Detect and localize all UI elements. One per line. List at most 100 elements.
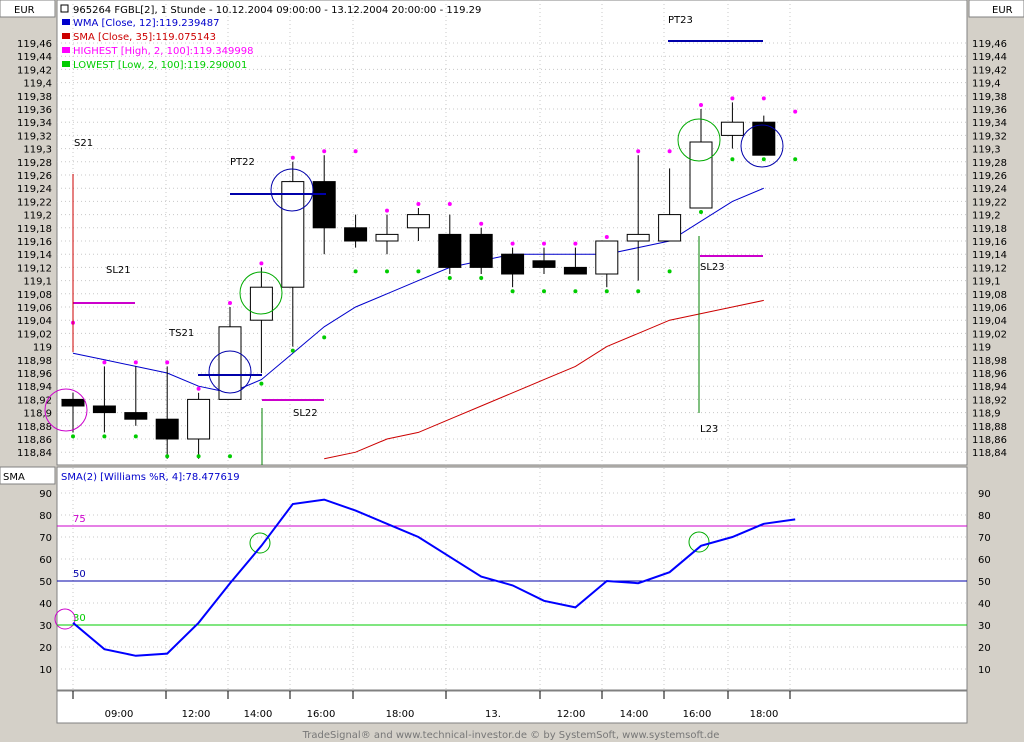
lowest-dot (542, 289, 546, 294)
price-tick-right: 118,88 (972, 422, 1007, 433)
highest-dot (322, 149, 327, 154)
lowest-dot (322, 335, 327, 340)
time-tick-label: 16:00 (307, 709, 336, 720)
price-tick-right: 118,92 (972, 395, 1007, 406)
highest-dot (636, 149, 641, 154)
lowest-dot (730, 157, 735, 162)
price-tick-right: 119,3 (972, 145, 1001, 156)
annotation-pt23: PT23 (668, 15, 693, 26)
highest-dot (259, 261, 264, 266)
legend-swatch-0 (62, 19, 70, 25)
candle-down (124, 412, 148, 420)
left-currency-box (0, 0, 56, 18)
price-tick-left: 119,28 (17, 158, 52, 169)
highest-dot (699, 103, 703, 107)
indicator-tick-left: 40 (39, 599, 52, 610)
candle-up (595, 240, 619, 275)
footer-text: TradeSignal® and www.technical-investor.… (302, 730, 720, 741)
price-tick-right: 119,1 (972, 277, 1001, 288)
lowest-dot (699, 210, 703, 214)
indicator-tick-left: 20 (39, 643, 52, 654)
price-tick-right: 118,96 (972, 369, 1007, 380)
price-tick-left: 118,96 (17, 369, 52, 380)
highest-dot (542, 241, 546, 246)
williams-sma-line (72, 498, 796, 657)
lowest-dot (416, 269, 421, 274)
highest-dot (510, 241, 515, 246)
price-tick-right: 118,94 (972, 382, 1007, 393)
price-tick-left: 119,34 (17, 118, 52, 129)
indicator-name-box (0, 466, 56, 485)
indicator-tick-left: 90 (39, 489, 52, 500)
indicator-level-label: 30 (73, 613, 86, 624)
indicator-layer: 75 50 30 SMA(2) [Williams %R, 4]:78.477619 (57, 472, 967, 657)
indicator-tick-right: 60 (978, 555, 991, 566)
highest-dot (730, 96, 735, 101)
indicator-tick-right: 40 (978, 599, 991, 610)
price-tick-left: 118,88 (17, 422, 52, 433)
price-tick-right: 119,16 (972, 237, 1007, 248)
lowest-dot (385, 269, 389, 274)
right-currency-label: EUR (992, 5, 1013, 16)
signal-circle (270, 168, 314, 212)
price-tick-right: 119,38 (972, 92, 1007, 103)
price-tick-left: 119,4 (23, 79, 52, 90)
candle-down (532, 260, 556, 268)
price-tick-left: 118,9 (23, 409, 52, 420)
price-tick-left: 118,86 (17, 435, 52, 446)
candle-up (375, 233, 399, 242)
candle-down (501, 253, 525, 275)
price-tick-left: 118,94 (17, 382, 52, 393)
signal-circle (239, 271, 283, 315)
lowest-dot (573, 289, 578, 294)
time-tick-label: 14:00 (244, 709, 273, 720)
indicator-name: SMA (3, 472, 25, 483)
right-currency-box (968, 0, 1024, 18)
annotation-sl22: SL22 (293, 408, 318, 419)
lowest-dot (793, 157, 798, 162)
price-tick-right: 119,18 (972, 224, 1007, 235)
highest-dot (353, 149, 358, 154)
highest-dot (385, 208, 389, 213)
indicator-tick-left: 10 (39, 665, 52, 676)
lowest-dot (667, 269, 672, 274)
candle-down (344, 227, 368, 242)
price-tick-right: 119,06 (972, 303, 1007, 314)
indicator-level-label: 50 (73, 569, 86, 580)
indicator-tick-right: 70 (978, 533, 991, 544)
highest-dot (573, 241, 578, 246)
price-tick-right: 119,14 (972, 250, 1007, 261)
legend-swatch-1 (62, 33, 70, 39)
price-tick-right: 118,9 (972, 409, 1001, 420)
highest-dot (102, 360, 107, 365)
signal-circle (208, 350, 252, 394)
price-tick-right: 119,26 (972, 171, 1007, 182)
series-layer (61, 96, 798, 460)
candle-down (469, 233, 493, 268)
price-tick-right: 118,98 (972, 356, 1007, 367)
price-tick-left: 119,04 (17, 316, 52, 327)
lowest-dot (447, 276, 452, 280)
left-currency-label: EUR (14, 5, 35, 16)
indicator-tick-right: 80 (978, 511, 991, 522)
lowest-dot (133, 434, 138, 439)
indicator-tick-left: 50 (39, 577, 52, 588)
candle-up (218, 326, 242, 400)
price-tick-right: 119 (972, 343, 991, 354)
indicator-legend: SMA(2) [Williams %R, 4]:78.477619 (61, 472, 240, 483)
highest-dot (667, 149, 672, 154)
indicator-tick-left: 30 (39, 621, 52, 632)
indicator-tick-left: 70 (39, 533, 52, 544)
candle-up (720, 121, 744, 136)
indicator-level-label: 75 (73, 514, 86, 525)
lowest-dot (290, 348, 295, 353)
time-tick-label: 09:00 (105, 709, 134, 720)
price-tick-left: 119,02 (17, 329, 52, 340)
lowest-dot (510, 289, 515, 294)
lowest-dot (102, 434, 107, 439)
annotation-sl23: SL23 (700, 262, 725, 273)
instrument-icon (60, 4, 69, 13)
annotation-pt22: PT22 (230, 157, 255, 168)
candle-up (249, 286, 273, 321)
